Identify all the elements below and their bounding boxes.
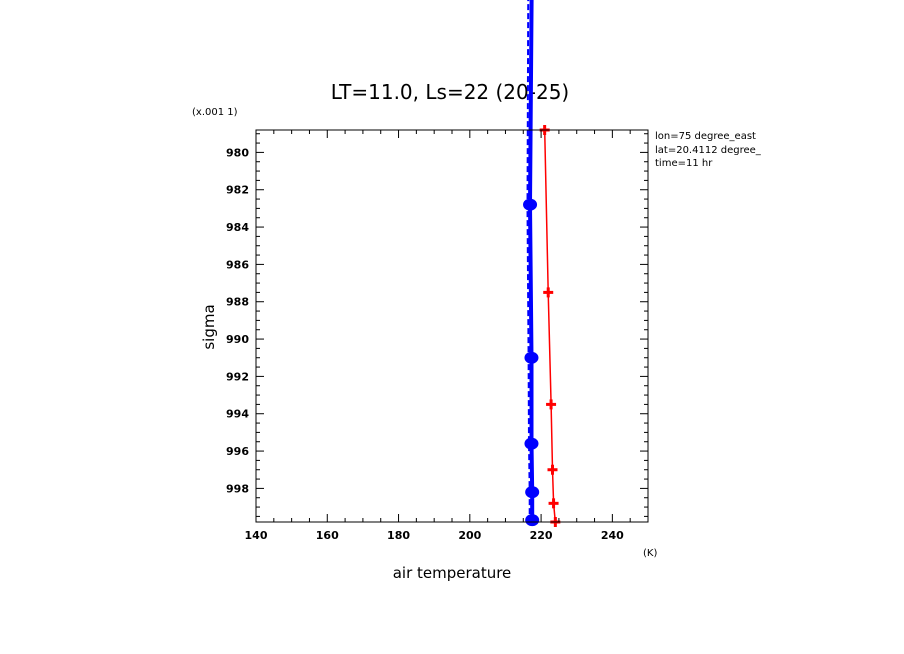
chart-title: LT=11.0, Ls=22 (20-25) bbox=[331, 80, 569, 104]
annotation-time: time=11 hr bbox=[655, 158, 713, 169]
y-scale-note: (x.001 1) bbox=[192, 107, 238, 118]
series-line-2 bbox=[526, 0, 531, 521]
y-tick-label: 988 bbox=[226, 296, 249, 309]
x-units-label: (K) bbox=[643, 548, 657, 559]
x-tick-label: 180 bbox=[387, 529, 410, 542]
data-point-marker bbox=[525, 486, 540, 499]
series-line-0 bbox=[543, 129, 557, 523]
data-point-marker bbox=[524, 351, 539, 364]
y-tick-label: 990 bbox=[226, 333, 249, 346]
annotation-lon: lon=75 degree_east bbox=[655, 131, 756, 142]
y-axis-label: sigma bbox=[200, 304, 218, 349]
x-tick-label: 240 bbox=[601, 529, 624, 542]
data-point-marker bbox=[524, 437, 539, 450]
data-point-marker bbox=[523, 198, 538, 211]
frame-layer: 140 160 180 200 220 240 980 982 984 986 988 990 992 9… bbox=[226, 129, 649, 542]
y-tick-label: 986 bbox=[226, 258, 249, 271]
x-tick-label: 160 bbox=[316, 529, 339, 542]
y-tick-label: 998 bbox=[226, 482, 249, 495]
x-tick-label: 220 bbox=[530, 529, 553, 542]
x-tick-label: 200 bbox=[458, 529, 481, 542]
y-tick-label: 992 bbox=[226, 370, 249, 383]
y-tick-label: 982 bbox=[226, 184, 249, 197]
annotation-lat: lat=20.4112 degree_ bbox=[655, 145, 762, 156]
x-tick-label: 140 bbox=[245, 529, 268, 542]
data-point-marker bbox=[525, 514, 540, 527]
x-axis-label: air temperature bbox=[393, 564, 512, 582]
y-tick-label: 980 bbox=[226, 146, 249, 159]
y-tick-label: 984 bbox=[226, 221, 249, 234]
y-tick-label: 994 bbox=[226, 408, 249, 421]
plot-frame bbox=[255, 129, 649, 523]
y-tick-label: 996 bbox=[226, 445, 249, 458]
